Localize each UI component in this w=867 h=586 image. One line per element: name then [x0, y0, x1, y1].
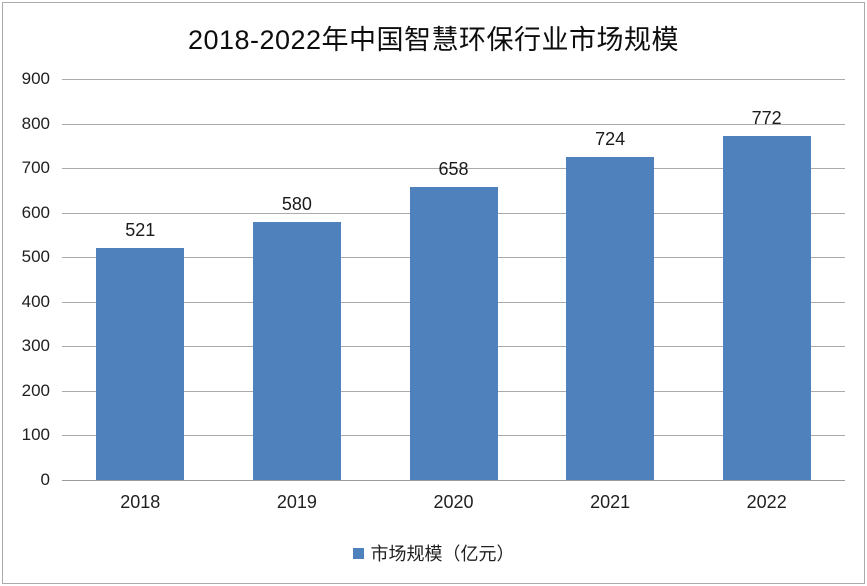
- plot-area: [62, 79, 845, 481]
- bar-value-label: 724: [595, 129, 626, 150]
- y-tick-label: 600: [21, 202, 50, 222]
- y-tick-label: 200: [21, 380, 50, 400]
- bar-2020: [409, 186, 498, 480]
- y-tick-label: 300: [21, 336, 50, 356]
- x-tick-label: 2018: [120, 492, 161, 512]
- bar-2018: [96, 247, 185, 480]
- y-tick-label: 400: [21, 291, 50, 311]
- x-tick-label: 2020: [433, 492, 474, 512]
- bar-value-label: 580: [281, 193, 312, 214]
- bar-value-label: 521: [125, 219, 156, 240]
- bar-value-label: 658: [438, 158, 469, 179]
- x-tick-label: 2019: [276, 492, 317, 512]
- legend-square-icon: [352, 547, 364, 559]
- x-tick-label: 2022: [746, 492, 787, 512]
- y-tick-label: 100: [21, 425, 50, 445]
- bar-2021: [566, 157, 655, 480]
- y-tick-label: 700: [21, 158, 50, 178]
- x-axis-line: [62, 480, 845, 481]
- y-tick-label: 900: [21, 69, 50, 88]
- legend: 市场规模（亿元）: [0, 540, 867, 566]
- y-tick-label: 0: [40, 470, 50, 489]
- bar-value-label: 772: [751, 108, 782, 129]
- x-tick-label: 2021: [590, 492, 631, 512]
- gridline: [62, 79, 845, 80]
- bar-2022: [722, 136, 811, 480]
- y-tick-label: 800: [21, 113, 50, 133]
- legend-label: 市场规模（亿元）: [370, 544, 515, 564]
- y-tick-label: 500: [21, 247, 50, 267]
- chart-title: 2018-2022年中国智慧环保行业市场规模: [187, 25, 680, 55]
- bar-2019: [252, 221, 341, 480]
- gridline: [62, 123, 845, 125]
- gridline: [62, 168, 845, 170]
